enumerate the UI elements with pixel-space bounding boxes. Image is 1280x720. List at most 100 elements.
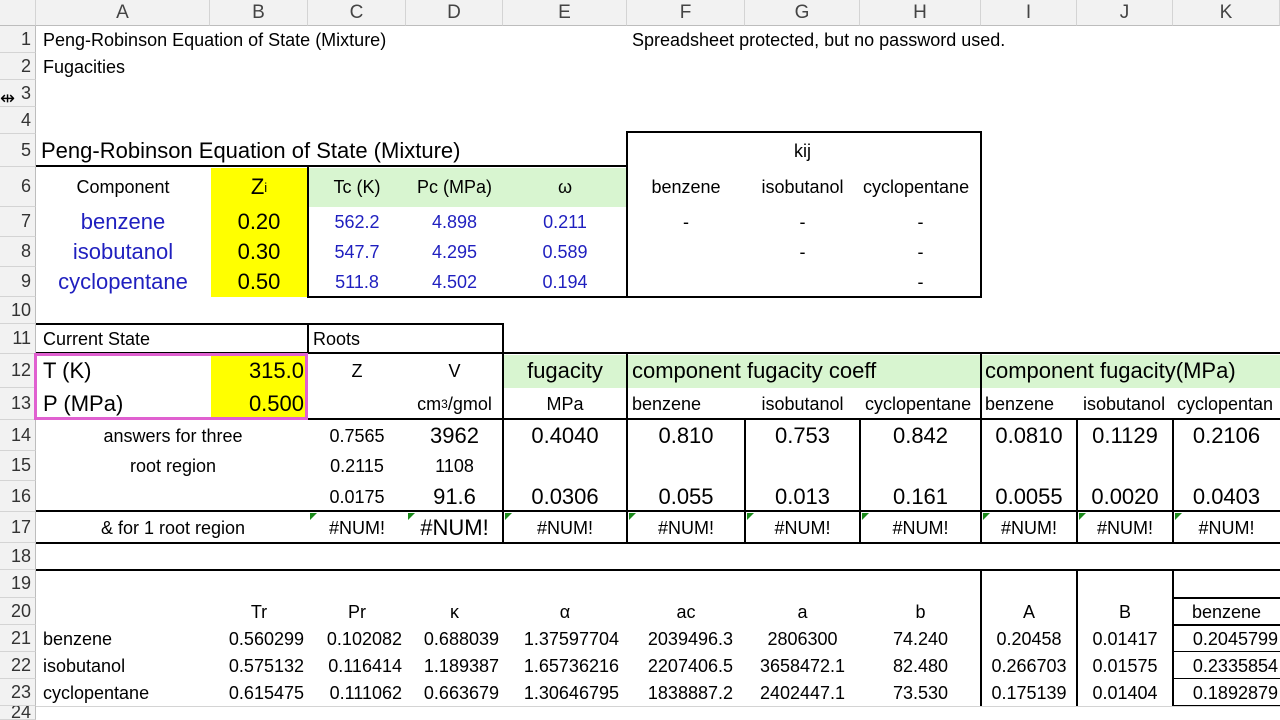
error-cell[interactable]: #NUM!	[1000, 517, 1057, 538]
row-header[interactable]: 9	[0, 267, 36, 297]
section-title[interactable]: Peng-Robinson Equation of State (Mixture…	[41, 137, 461, 163]
row-header[interactable]: 20	[0, 598, 36, 625]
root-z[interactable]: 0.7565	[329, 425, 385, 446]
fugacity-value[interactable]: 0.4040	[531, 422, 599, 448]
row-header[interactable]: 12	[0, 354, 36, 388]
ac-value[interactable]: 1838887.2	[647, 682, 733, 703]
component-name[interactable]: benzene	[80, 209, 166, 234]
pc-value[interactable]: 4.295	[431, 242, 478, 262]
b-value[interactable]: 73.530	[892, 682, 949, 703]
row-header[interactable]: 14	[0, 420, 36, 451]
column-header-f[interactable]: F	[627, 0, 745, 26]
row-header[interactable]: 23	[0, 679, 36, 706]
error-cell[interactable]: #NUM!	[1198, 517, 1255, 538]
z-header[interactable]: Z	[351, 361, 363, 381]
root-z[interactable]: 0.0175	[329, 486, 385, 507]
A-header[interactable]: A	[1022, 601, 1035, 622]
A-value[interactable]: 0.20458	[996, 628, 1062, 649]
pc-header[interactable]: Pc (MPa)	[416, 177, 492, 197]
v-header[interactable]: V	[448, 361, 461, 381]
tc-value[interactable]: 562.2	[334, 212, 380, 232]
current-state-label[interactable]: Current State	[43, 329, 151, 349]
pressure-label[interactable]: P (MPa)	[43, 391, 124, 416]
row-header[interactable]: 13	[0, 388, 36, 420]
kappa-header[interactable]: κ	[450, 601, 459, 622]
A-value[interactable]: 0.266703	[991, 655, 1067, 676]
pc-value[interactable]: 4.898	[431, 212, 478, 232]
kij-value[interactable]: -	[799, 212, 806, 232]
a-value[interactable]: 3658472.1	[759, 655, 846, 676]
table-row-name[interactable]: cyclopentane	[43, 682, 150, 703]
coeff-value[interactable]: 0.055	[658, 483, 714, 509]
fug-col-cyclopentane[interactable]: cyclopentan	[1177, 394, 1274, 414]
coeff-value[interactable]: 0.753	[774, 422, 831, 448]
row-header[interactable]: 24	[0, 706, 36, 720]
k-value[interactable]: 0.2045799	[1192, 628, 1278, 649]
row-header[interactable]: 21	[0, 625, 36, 652]
kij-value[interactable]: -	[917, 242, 924, 262]
alpha-value[interactable]: 1.65736216	[523, 655, 619, 676]
three-root-label[interactable]: answers for three	[103, 425, 243, 446]
select-all-corner[interactable]	[0, 0, 36, 26]
pc-value[interactable]: 4.502	[431, 272, 478, 292]
pr-value[interactable]: 0.111062	[329, 682, 402, 703]
component-name[interactable]: cyclopentane	[58, 269, 188, 294]
kij-value[interactable]: -	[917, 212, 924, 232]
selected-range[interactable]	[34, 353, 308, 420]
coeff-value[interactable]: 0.013	[774, 483, 831, 509]
tc-value[interactable]: 547.7	[334, 242, 380, 262]
comp-fugacity-value[interactable]: 0.1129	[1092, 422, 1158, 448]
a-value[interactable]: 2806300	[767, 628, 838, 649]
omega-value[interactable]: 0.194	[542, 272, 588, 292]
comp-fugacity-value[interactable]: 0.0403	[1192, 483, 1261, 509]
fugacity-header[interactable]: fugacity	[527, 358, 603, 383]
error-cell[interactable]: #NUM!	[892, 517, 949, 538]
column-header-i[interactable]: I	[981, 0, 1077, 26]
row-header[interactable]: 8	[0, 237, 36, 267]
B-header[interactable]: B	[1118, 601, 1131, 622]
omega-value[interactable]: 0.589	[542, 242, 588, 262]
table-row-name[interactable]: benzene	[43, 628, 113, 649]
coeff-value[interactable]: 0.161	[892, 483, 949, 509]
error-cell[interactable]: #NUM!	[328, 517, 385, 538]
tr-header[interactable]: Tr	[250, 601, 268, 622]
error-cell[interactable]: #NUM!	[420, 514, 489, 540]
b-header[interactable]: b	[915, 601, 926, 622]
root-v[interactable]: 91.6	[433, 483, 476, 509]
fugacity-unit[interactable]: MPa	[546, 394, 584, 414]
temperature-input[interactable]: 315.0	[248, 358, 304, 383]
column-header-h[interactable]: H	[860, 0, 981, 26]
one-root-label[interactable]: & for 1 root region	[100, 517, 246, 538]
error-cell[interactable]: #NUM!	[1096, 517, 1153, 538]
column-header-b[interactable]: B	[210, 0, 308, 26]
row-header[interactable]: 19	[0, 570, 36, 598]
tr-value[interactable]: 0.615475	[228, 682, 304, 703]
B-value[interactable]: 0.01417	[1092, 628, 1158, 649]
alpha-header[interactable]: α	[559, 601, 571, 622]
k-benzene-header[interactable]: benzene	[1191, 601, 1262, 622]
kappa-value[interactable]: 0.688039	[423, 628, 499, 649]
error-cell[interactable]: #NUM!	[774, 517, 831, 538]
root-v[interactable]: 3962	[430, 422, 479, 448]
row-header[interactable]: 7	[0, 207, 36, 237]
fug-col-isobutanol[interactable]: isobutanol	[1083, 394, 1166, 414]
column-header-k[interactable]: K	[1173, 0, 1280, 26]
row-header[interactable]: 4	[0, 107, 36, 134]
kappa-value[interactable]: 1.189387	[423, 655, 499, 676]
column-header-g[interactable]: G	[745, 0, 860, 26]
B-value[interactable]: 0.01575	[1092, 655, 1158, 676]
coeff-col-isobutanol[interactable]: isobutanol	[761, 394, 844, 414]
b-value[interactable]: 74.240	[892, 628, 949, 649]
ac-header[interactable]: ac	[676, 601, 696, 622]
temperature-label[interactable]: T (K)	[43, 358, 92, 383]
kij-value[interactable]: -	[799, 242, 806, 262]
row-header[interactable]: 11	[0, 324, 36, 354]
column-header-a[interactable]: A	[36, 0, 210, 26]
column-header-e[interactable]: E	[503, 0, 627, 26]
mole-fraction[interactable]: 0.30	[237, 239, 281, 264]
alpha-value[interactable]: 1.30646795	[523, 682, 619, 703]
row-header[interactable]: 10	[0, 297, 36, 324]
column-header-d[interactable]: D	[406, 0, 503, 26]
alpha-value[interactable]: 1.37597704	[523, 628, 619, 649]
